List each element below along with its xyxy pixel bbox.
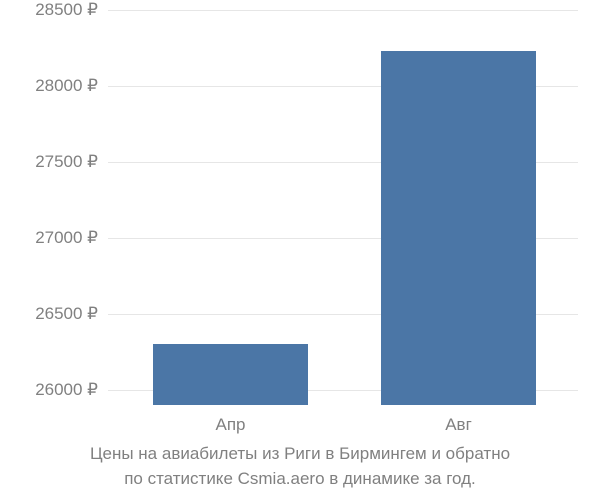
plot-area (108, 10, 578, 405)
caption-line-1: Цены на авиабилеты из Риги в Бирмингем и… (90, 444, 510, 463)
bar (381, 51, 536, 405)
chart-caption: Цены на авиабилеты из Риги в Бирмингем и… (0, 442, 600, 491)
price-chart: 26000 ₽ 26500 ₽ 27000 ₽ 27500 ₽ 28000 ₽ 28500… (0, 0, 600, 500)
caption-line-2: по статистике Csmia.aero в динамике за г… (124, 469, 476, 488)
y-axis-label: 28000 ₽ (35, 76, 98, 96)
y-axis-label: 26000 ₽ (35, 380, 98, 400)
bar (153, 344, 308, 405)
y-axis-label: 26500 ₽ (35, 304, 98, 324)
y-axis-label: 27000 ₽ (35, 228, 98, 248)
y-axis-label: 28500 ₽ (35, 0, 98, 20)
gridline (108, 10, 578, 11)
y-axis-label: 27500 ₽ (35, 152, 98, 172)
x-axis-label: Авг (445, 415, 472, 435)
x-axis-label: Апр (216, 415, 246, 435)
